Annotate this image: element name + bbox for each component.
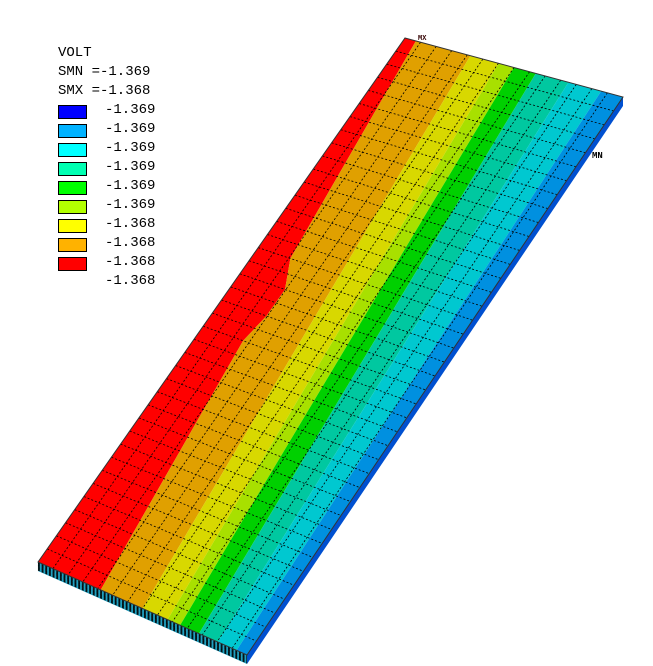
- legend-swatch: [58, 162, 87, 176]
- side-face-front: [38, 562, 247, 664]
- legend-value: -1.368: [105, 254, 156, 270]
- legend-entry: -1.368: [58, 272, 155, 291]
- legend-value: -1.368: [105, 273, 156, 289]
- mesh-line: [157, 391, 370, 475]
- mesh-line: [216, 88, 593, 642]
- mesh-line: [230, 286, 445, 363]
- mesh-line: [127, 63, 499, 603]
- mesh-line: [142, 67, 515, 609]
- legend-swatch: [58, 219, 87, 233]
- legend-swatch: [58, 181, 87, 195]
- legend-swatch: [58, 257, 87, 271]
- mesh-line: [340, 129, 558, 196]
- legend-entry: -1.369: [58, 101, 155, 120]
- legend-entry: -1.369: [58, 196, 155, 215]
- contour-band-6: [217, 82, 602, 651]
- contour-band-1: [100, 40, 471, 609]
- legend-swatch: [58, 200, 87, 214]
- mesh-line: [138, 417, 351, 502]
- legend-swatch: [58, 124, 87, 138]
- plate-outline: [37, 37, 624, 656]
- mesh-line: [322, 155, 539, 223]
- legend-value: -1.368: [105, 216, 156, 232]
- legend-entry: -1.368: [58, 215, 155, 234]
- side-face-right: [247, 97, 623, 664]
- contour-band-0: [38, 38, 416, 590]
- legend-value: -1.369: [105, 178, 156, 194]
- legend-entry: -1.369: [58, 158, 155, 177]
- mesh-line: [112, 58, 484, 596]
- legend-value: -1.369: [105, 121, 156, 137]
- mesh-line: [175, 365, 389, 447]
- legend: VOLT SMN =-1.369 SMX =-1.368 -1.369 -1.36…: [58, 44, 155, 291]
- legend-entry: -1.368: [58, 253, 155, 272]
- min-marker: MN: [592, 151, 603, 161]
- mesh-line: [248, 260, 464, 335]
- legend-value: -1.369: [105, 140, 156, 156]
- mesh-line: [349, 116, 567, 182]
- legend-value: -1.369: [105, 102, 156, 118]
- mesh-line: [52, 41, 421, 569]
- mesh-line: [258, 247, 473, 321]
- legend-swatch: [58, 238, 87, 252]
- mesh-line: [239, 273, 454, 349]
- contour-band-7: [236, 91, 624, 656]
- legend-entry: -1.369: [58, 177, 155, 196]
- mesh-line: [147, 404, 360, 488]
- legend-swatch: [58, 105, 87, 119]
- legend-entry: -1.369: [58, 120, 155, 139]
- mesh-line: [201, 84, 577, 636]
- legend-swatch: [58, 143, 87, 157]
- mesh-line: [166, 378, 379, 461]
- legend-smn: SMN =-1.369: [58, 64, 151, 80]
- legend-value: -1.368: [105, 235, 156, 251]
- mesh-line: [331, 142, 548, 209]
- legend-entry: -1.368: [58, 234, 155, 253]
- mesh-line: [97, 54, 468, 589]
- legend-entry: -1.369: [58, 139, 155, 158]
- contour-band-2: [142, 55, 499, 620]
- mesh-line: [67, 46, 437, 576]
- mesh-line: [157, 71, 530, 616]
- contour-band-3: [167, 63, 514, 626]
- legend-title: VOLT: [58, 45, 92, 61]
- legend-value: -1.369: [105, 197, 156, 213]
- mesh-line: [186, 79, 562, 629]
- mesh-line: [267, 234, 483, 307]
- legend-smx: SMX =-1.368: [58, 83, 151, 99]
- legend-value: -1.369: [105, 159, 156, 175]
- max-marker: MX: [418, 35, 427, 43]
- mesh-line: [359, 103, 577, 168]
